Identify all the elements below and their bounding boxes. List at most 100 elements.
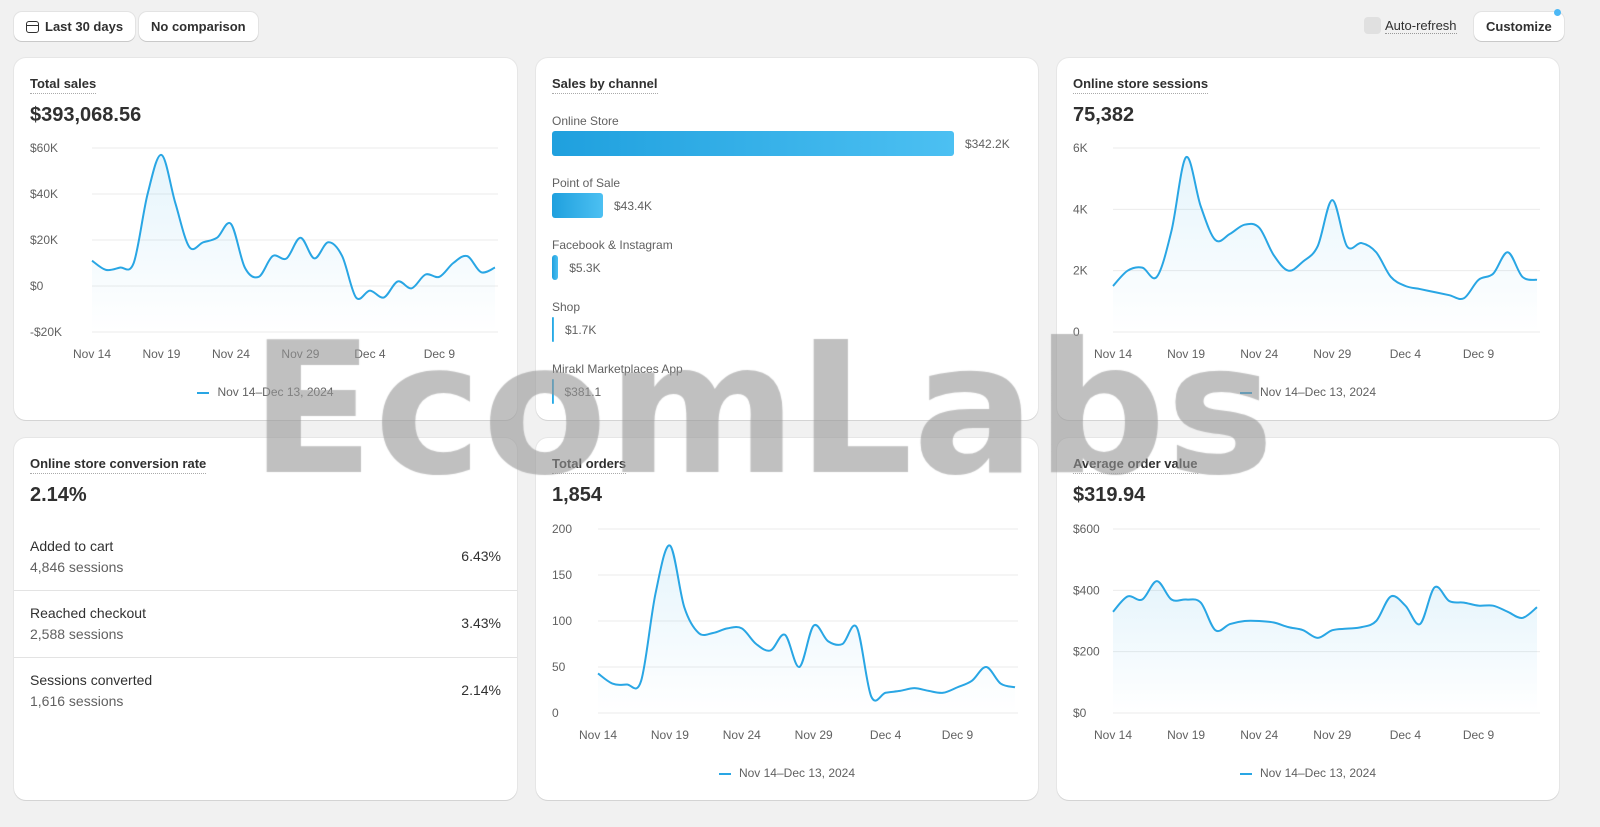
channel-value: $43.4K	[613, 199, 653, 213]
funnel-step: Added to cart 4,846 sessions 6.43%	[14, 524, 517, 591]
channel-bar[interactable]	[552, 131, 954, 156]
y-tick-label: 4K	[1073, 202, 1088, 216]
y-tick-label: 6K	[1073, 141, 1088, 155]
average-order-value-card[interactable]: Average order value $319.94 $600 $400 $200…	[1057, 438, 1559, 800]
x-tick-label: Nov 19	[651, 728, 689, 742]
y-tick-label: $200	[1073, 645, 1100, 659]
x-tick-label: Nov 24	[212, 347, 250, 361]
x-tick-label: Nov 24	[723, 728, 761, 742]
channel-label: Point of Sale	[552, 176, 621, 190]
date-range-button[interactable]: Last 30 days	[14, 12, 136, 41]
step-rate: 2.14%	[461, 682, 501, 698]
x-tick-label: Nov 19	[1167, 347, 1205, 361]
legend-line-icon	[1239, 772, 1252, 775]
channel-bar[interactable]	[552, 379, 554, 404]
step-rate: 3.43%	[461, 615, 501, 631]
channel-label: Mirakl Marketplaces App	[552, 362, 683, 376]
area-fill	[1113, 156, 1537, 332]
x-tick-label: Dec 9	[424, 347, 456, 361]
card-value: 2.14%	[30, 484, 87, 506]
auto-refresh-label: Auto-refresh	[1385, 18, 1457, 34]
y-tick-label: 50	[552, 660, 566, 674]
y-tick-label: -$20K	[30, 325, 62, 339]
comparison-button[interactable]: No comparison	[139, 12, 258, 41]
notification-dot	[1554, 9, 1561, 16]
funnel-step: Sessions converted 1,616 sessions 2.14%	[14, 658, 517, 725]
x-tick-label: Nov 14	[73, 347, 111, 361]
step-name: Added to cart	[30, 538, 114, 554]
step-rate: 6.43%	[461, 548, 501, 564]
y-tick-label: $60K	[30, 141, 58, 155]
x-tick-label: Dec 9	[942, 728, 974, 742]
online-store-sessions-card[interactable]: Online store sessions 75,382 6K 4K 2K 0 Nov …	[1057, 58, 1559, 420]
aov-chart: $600 $400 $200 $0 Nov 14 Nov 19 Nov 24 Nov 29 De…	[1073, 522, 1540, 742]
y-tick-label: $40K	[30, 187, 58, 201]
chart-legend: Nov 14–Dec 13, 2024	[14, 385, 517, 399]
x-tick-label: Nov 24	[1240, 347, 1278, 361]
customize-button[interactable]: Customize	[1474, 12, 1564, 41]
x-tick-label: Nov 29	[1313, 728, 1351, 742]
auto-refresh-checkbox[interactable]	[1364, 17, 1381, 34]
y-tick-label: $400	[1073, 583, 1100, 597]
x-tick-label: Nov 29	[795, 728, 833, 742]
x-tick-label: Dec 4	[1390, 728, 1422, 742]
chart-legend: Nov 14–Dec 13, 2024	[1057, 385, 1559, 399]
chart-legend: Nov 14–Dec 13, 2024	[536, 766, 1038, 780]
x-tick-label: Dec 4	[354, 347, 386, 361]
step-name: Reached checkout	[30, 605, 146, 621]
legend-line-icon	[1239, 391, 1252, 394]
calendar-icon	[26, 20, 39, 33]
card-title: Sales by channel	[552, 76, 658, 94]
channel-value: $5.3K	[569, 261, 601, 275]
sessions-chart: 6K 4K 2K 0 Nov 14 Nov 19 Nov 24 Nov 29 Dec 4 Dec …	[1073, 141, 1540, 361]
channel-label: Online Store	[552, 114, 619, 128]
channel-bar[interactable]	[552, 255, 559, 280]
y-tick-label: 150	[552, 568, 572, 582]
card-title: Online store conversion rate	[30, 456, 207, 474]
orders-chart: 200 150 100 50 0 Nov 14 Nov 19 Nov 24 Nov 29 Dec …	[552, 522, 1018, 742]
step-sessions: 2,588 sessions	[30, 626, 124, 642]
x-tick-label: Dec 9	[1463, 728, 1495, 742]
x-tick-label: Nov 14	[1094, 347, 1132, 361]
legend-line-icon	[197, 391, 210, 394]
date-range-label: Last 30 days	[45, 19, 124, 34]
chart-legend: Nov 14–Dec 13, 2024	[1057, 766, 1559, 780]
y-tick-label: 0	[1073, 325, 1080, 339]
channel-value: $342.2K	[965, 137, 1010, 151]
x-tick-label: Nov 29	[1313, 347, 1351, 361]
total-orders-card[interactable]: Total orders 1,854 200 150 100 50 0 Nov 14 Nov…	[536, 438, 1038, 800]
conversion-rate-card[interactable]: Online store conversion rate 2.14% Added…	[14, 438, 517, 800]
channel-label: Shop	[552, 300, 581, 314]
x-tick-label: Nov 14	[579, 728, 617, 742]
total-sales-chart: $60K $40K $20K $0 -$20K Nov 14 Nov 19 Nov 24 Nov…	[30, 141, 498, 361]
channel-label: Facebook & Instagram	[552, 238, 673, 252]
channel-value: $381.1	[564, 385, 602, 399]
area-fill	[92, 154, 495, 332]
x-tick-label: Nov 19	[1167, 728, 1205, 742]
y-tick-label: 100	[552, 614, 572, 628]
legend-line-icon	[718, 772, 731, 775]
x-tick-label: Dec 4	[1390, 347, 1422, 361]
channel-bar[interactable]	[552, 193, 603, 218]
y-tick-label: $20K	[30, 233, 58, 247]
y-tick-label: $600	[1073, 522, 1100, 536]
x-tick-label: Nov 19	[142, 347, 180, 361]
y-tick-label: $0	[30, 279, 44, 293]
y-tick-label: 200	[552, 522, 572, 536]
funnel-step: Reached checkout 2,588 sessions 3.43%	[14, 591, 517, 658]
channel-bar[interactable]	[552, 317, 554, 342]
x-tick-label: Dec 4	[870, 728, 902, 742]
step-sessions: 1,616 sessions	[30, 693, 124, 709]
x-tick-label: Dec 9	[1463, 347, 1495, 361]
sales-by-channel-card[interactable]: Sales by channel Online Store $342.2K Poin…	[536, 58, 1038, 420]
y-tick-label: 2K	[1073, 264, 1088, 278]
x-tick-label: Nov 24	[1240, 728, 1278, 742]
channel-value: $1.7K	[564, 323, 597, 337]
x-tick-label: Nov 14	[1094, 728, 1132, 742]
x-tick-label: Nov 29	[281, 347, 319, 361]
y-tick-label: $0	[1073, 706, 1087, 720]
step-name: Sessions converted	[30, 672, 153, 688]
total-sales-card[interactable]: Total sales $393,068.56 $60K $40K $20K $0 -$…	[14, 58, 517, 420]
step-sessions: 4,846 sessions	[30, 559, 124, 575]
y-tick-label: 0	[552, 706, 559, 720]
